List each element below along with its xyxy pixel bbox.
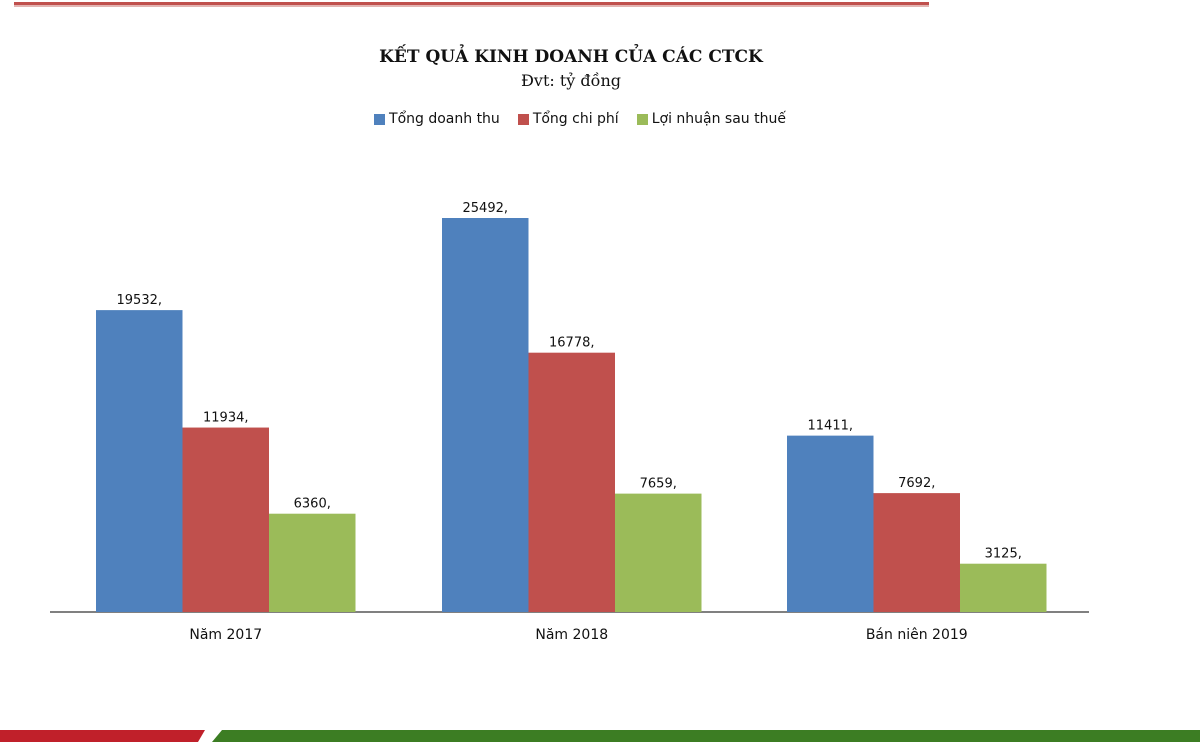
legend-swatch-profit bbox=[636, 113, 648, 125]
data-label-profit-2: 7659, bbox=[640, 477, 677, 492]
bar-profit-3 bbox=[960, 563, 1047, 612]
legend-item-revenue: Tổng doanh thu bbox=[374, 111, 500, 127]
header-rule-light bbox=[14, 5, 929, 7]
chart-subtitle: Đvt: tỷ đồng bbox=[521, 71, 621, 90]
bar-cost-2 bbox=[528, 352, 615, 612]
footer-band bbox=[0, 730, 1200, 742]
legend-label-revenue: Tổng doanh thu bbox=[389, 111, 500, 127]
header-rule-dark bbox=[14, 2, 929, 5]
data-label-profit-3: 3125, bbox=[985, 547, 1022, 562]
data-label-cost-3: 7692, bbox=[898, 476, 935, 491]
legend-label-profit: Lợi nhuận sau thuế bbox=[651, 111, 786, 127]
bar-profit-2 bbox=[615, 493, 702, 612]
data-label-revenue-1: 19532, bbox=[117, 293, 163, 308]
data-label-cost-2: 16778, bbox=[549, 336, 595, 351]
data-label-revenue-2: 25492, bbox=[463, 201, 509, 216]
chart-legend: Tổng doanh thu Tổng chi phí Lợi nhuận sa… bbox=[0, 111, 1160, 127]
data-label-profit-1: 6360, bbox=[294, 497, 331, 512]
bar-revenue-2 bbox=[442, 218, 529, 612]
legend-item-profit: Lợi nhuận sau thuế bbox=[636, 111, 786, 127]
bar-profit-1 bbox=[269, 513, 356, 612]
chart-title: KẾT QUẢ KINH DOANH CỦA CÁC CTCK bbox=[379, 47, 763, 67]
x-tick-label-1: Năm 2017 bbox=[189, 627, 262, 643]
bar-revenue-3 bbox=[787, 435, 874, 612]
bar-cost-1 bbox=[182, 427, 269, 612]
footer-band-green bbox=[212, 730, 1200, 742]
legend-swatch-revenue bbox=[374, 113, 386, 125]
bar-cost-3 bbox=[873, 493, 960, 612]
data-label-cost-1: 11934, bbox=[203, 411, 249, 426]
x-tick-label-3: Bán niên 2019 bbox=[866, 627, 968, 643]
data-label-revenue-3: 11411, bbox=[808, 419, 854, 434]
header-rule bbox=[14, 2, 929, 7]
bar-revenue-1 bbox=[96, 310, 183, 612]
footer-band-red bbox=[0, 730, 205, 742]
legend-swatch-cost bbox=[517, 113, 529, 125]
legend-item-cost: Tổng chi phí bbox=[517, 111, 619, 127]
legend-label-cost: Tổng chi phí bbox=[532, 111, 619, 127]
x-tick-label-2: Năm 2018 bbox=[535, 627, 608, 643]
